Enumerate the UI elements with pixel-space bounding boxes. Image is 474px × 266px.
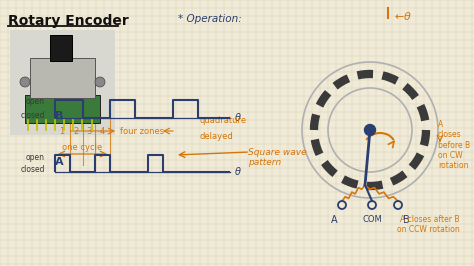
Text: A: A [55, 157, 64, 167]
Text: 1: 1 [59, 127, 64, 135]
Text: 4: 4 [100, 127, 105, 135]
Circle shape [20, 77, 30, 87]
Text: delayed: delayed [200, 132, 234, 141]
Text: COM: COM [362, 215, 382, 224]
Bar [30, 58, 95, 98]
Text: quadrature: quadrature [200, 116, 247, 125]
Text: closed: closed [20, 111, 45, 120]
Text: * Operation:: * Operation: [178, 14, 242, 24]
Text: Rotary Encoder: Rotary Encoder [8, 14, 129, 28]
Text: 2: 2 [73, 127, 79, 135]
Text: four zones: four zones [120, 127, 164, 135]
Text: 3: 3 [86, 127, 91, 135]
Text: Square wave
pattern: Square wave pattern [248, 148, 307, 167]
Circle shape [95, 77, 105, 87]
Text: open: open [26, 98, 45, 106]
Bar [10, 30, 115, 135]
Text: one cycle: one cycle [63, 143, 103, 152]
Text: A
closes
before B
on CW
rotation: A closes before B on CW rotation [438, 120, 470, 170]
Text: $\leftarrow\!\theta$: $\leftarrow\!\theta$ [392, 10, 412, 22]
Text: A: A [331, 215, 337, 225]
Text: $\theta$: $\theta$ [234, 111, 242, 123]
Text: closed: closed [20, 165, 45, 174]
Text: $\theta$: $\theta$ [234, 165, 242, 177]
Circle shape [365, 124, 375, 135]
Text: A closes after B
on CCW rotation: A closes after B on CCW rotation [397, 215, 460, 234]
Text: B: B [55, 111, 64, 121]
Text: B: B [402, 215, 410, 225]
Bar [25, 95, 100, 123]
Bar [50, 35, 72, 61]
Text: open: open [26, 152, 45, 161]
